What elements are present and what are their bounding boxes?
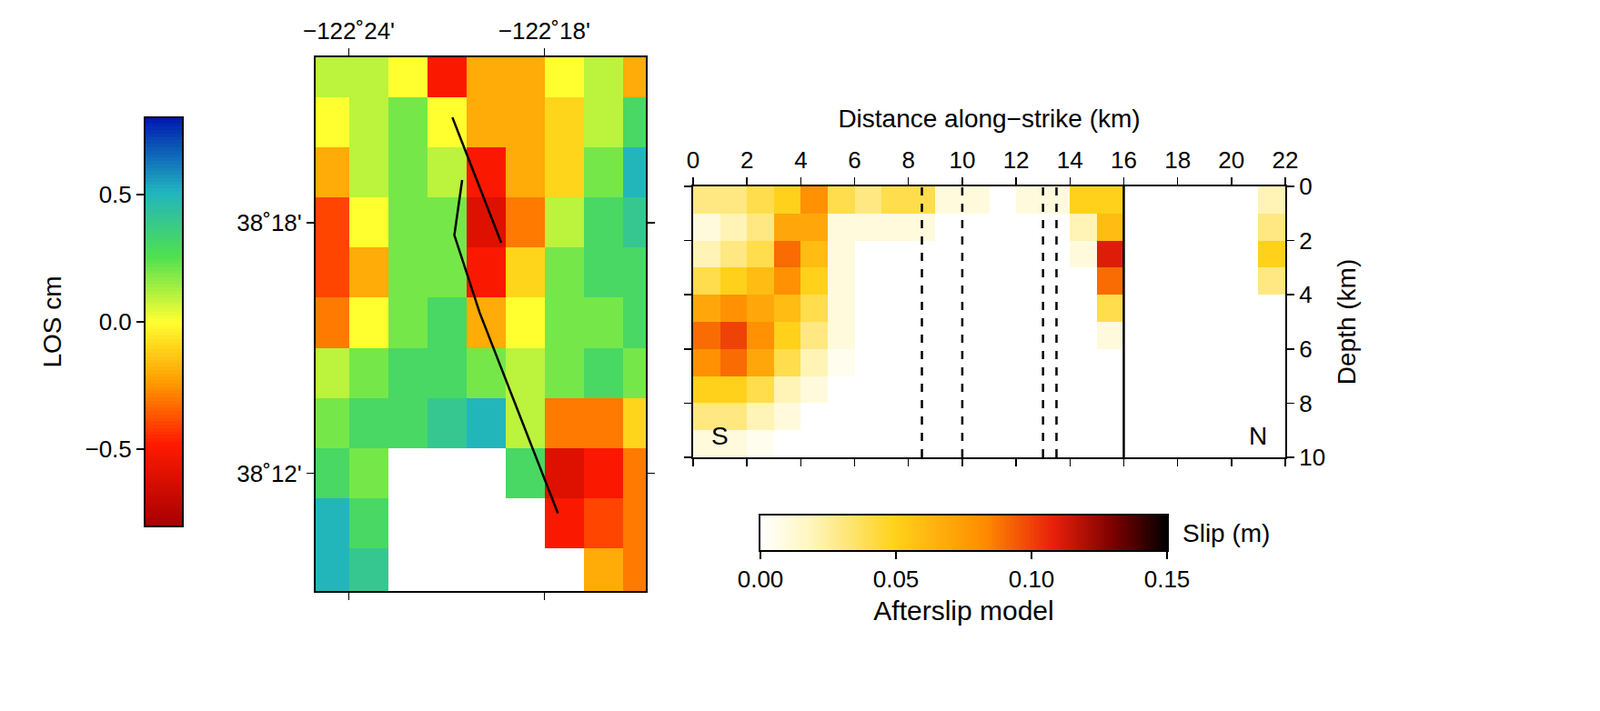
svg-text:0.15: 0.15 [1144,565,1191,594]
svg-text:6: 6 [847,146,861,174]
svg-text:S: S [711,422,729,451]
svg-text:0: 0 [686,146,700,174]
svg-text:12: 12 [1003,146,1030,174]
svg-text:10: 10 [948,146,976,174]
svg-text:0.00: 0.00 [737,565,785,594]
svg-text:LOS cm: LOS cm [38,275,67,368]
svg-text:8: 8 [901,146,915,174]
svg-text:Distance along−strike (km): Distance along−strike (km) [837,104,1140,133]
svg-text:Depth (km): Depth (km) [1332,259,1361,385]
svg-text:4: 4 [1298,281,1312,309]
svg-text:38˚18': 38˚18' [236,209,302,237]
svg-text:8: 8 [1298,390,1312,418]
svg-text:N: N [1248,422,1268,451]
svg-text:0.5: 0.5 [99,181,132,209]
svg-text:2: 2 [1298,227,1312,255]
svg-text:22: 22 [1272,146,1299,174]
svg-text:−0.5: −0.5 [84,435,131,463]
svg-text:0.05: 0.05 [873,565,920,594]
svg-text:Slip (m): Slip (m) [1182,519,1270,548]
svg-text:18: 18 [1164,146,1191,174]
svg-text:0.10: 0.10 [1008,565,1056,594]
svg-text:6: 6 [1298,335,1312,363]
svg-text:38˚12': 38˚12' [236,460,302,488]
svg-text:0.0: 0.0 [99,308,132,336]
svg-text:−122˚24': −122˚24' [302,17,395,45]
svg-text:Afterslip model: Afterslip model [873,595,1054,626]
svg-text:2: 2 [740,146,754,174]
svg-text:14: 14 [1056,146,1084,174]
svg-text:20: 20 [1217,146,1245,174]
svg-text:4: 4 [794,146,807,174]
svg-text:10: 10 [1298,443,1326,472]
svg-text:0: 0 [1298,172,1312,201]
svg-text:−122˚18': −122˚18' [498,17,591,45]
svg-text:16: 16 [1110,146,1138,174]
